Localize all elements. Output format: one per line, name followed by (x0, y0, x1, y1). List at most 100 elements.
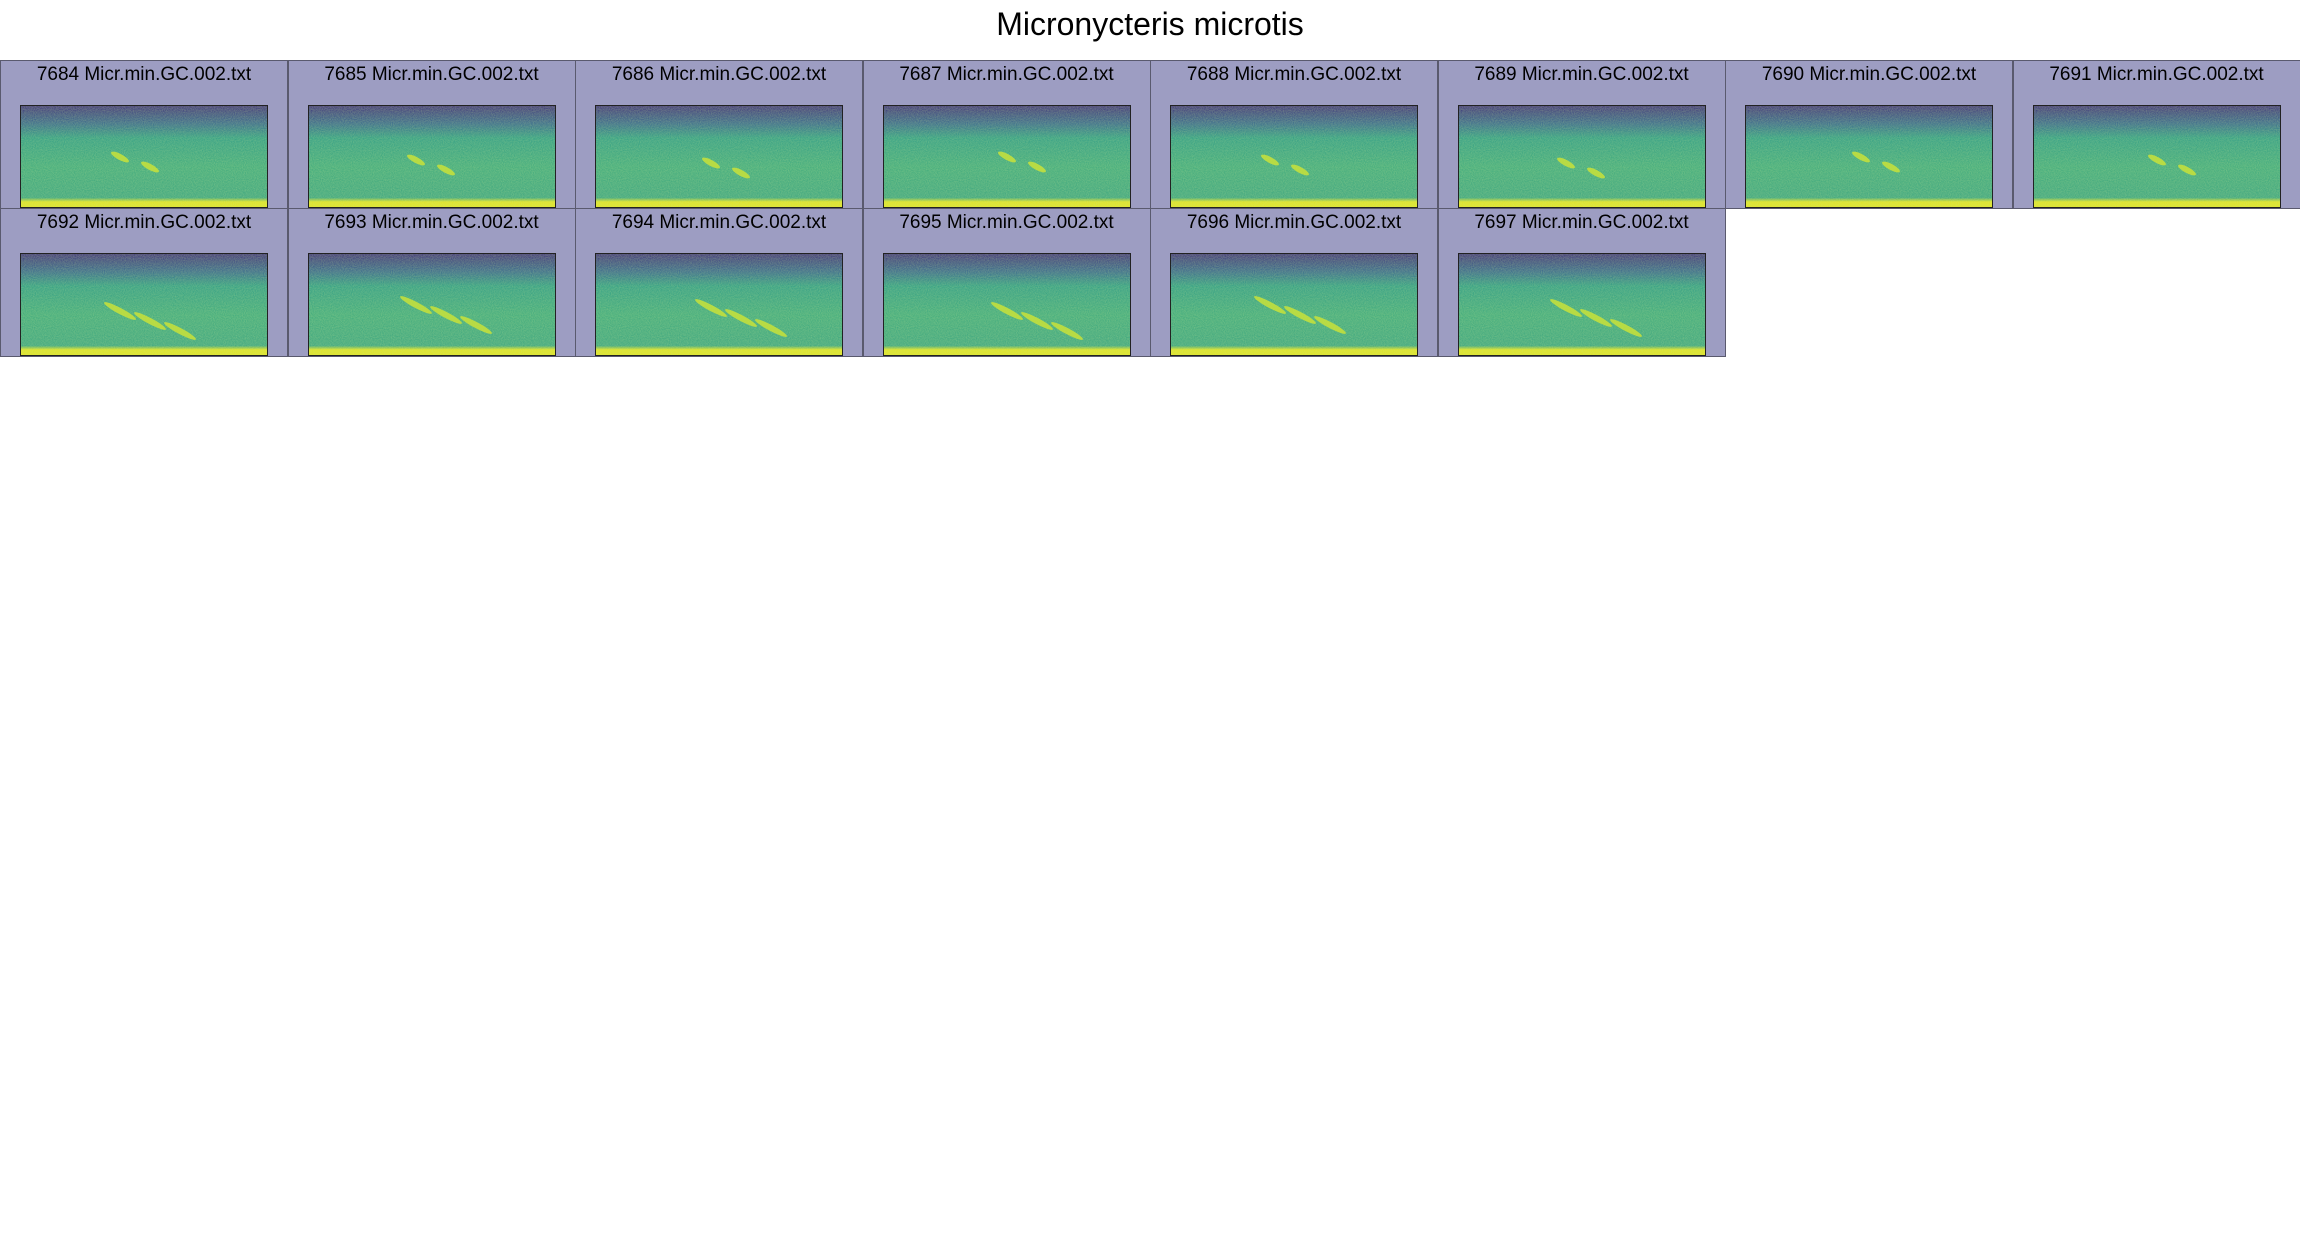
spectrogram-border (20, 105, 268, 208)
echolocation-call (406, 154, 425, 166)
tile-caption: 7687 Micr.min.GC.002.txt (899, 64, 1114, 85)
spectrogram-noise (1457, 105, 1706, 208)
spectrogram-tile: 7685 Micr.min.GC.002.txt (287, 60, 576, 209)
tile-caption: 7693 Micr.min.GC.002.txt (324, 212, 539, 233)
echolocation-call (725, 309, 757, 327)
echolocation-call (1291, 164, 1309, 176)
spectrogram-border (307, 253, 556, 356)
echolocation-call (1556, 157, 1575, 169)
tile-caption: 7688 Micr.min.GC.002.txt (1186, 64, 1402, 85)
echolocation-call (1314, 316, 1346, 334)
tile-caption: 7690 Micr.min.GC.002.txt (1761, 64, 1977, 85)
spectrogram-tile: 7696 Micr.min.GC.002.txt (1150, 208, 1438, 357)
echolocation-call (1284, 306, 1316, 324)
echolocation-call (1050, 322, 1083, 340)
spectrogram-image (20, 253, 268, 356)
spectrogram-noise (882, 253, 1131, 356)
spectrogram-noise (1170, 253, 1418, 356)
spectrogram-image (595, 105, 843, 208)
spectrogram-tile: 7688 Micr.min.GC.002.txt (1150, 60, 1438, 209)
echolocation-call (732, 167, 750, 179)
echolocation-call (1609, 319, 1642, 337)
echolocation-call (459, 316, 492, 334)
spectrogram-tile: 7694 Micr.min.GC.002.txt (575, 208, 863, 357)
echolocation-call (755, 319, 787, 337)
tile-caption: 7685 Micr.min.GC.002.txt (324, 64, 539, 85)
echolocation-call (1020, 312, 1053, 330)
echolocation-call (990, 302, 1023, 320)
tile-caption: 7689 Micr.min.GC.002.txt (1474, 64, 1689, 85)
tile-caption: 7694 Micr.min.GC.002.txt (611, 212, 827, 233)
spectrogram-tile: 7691 Micr.min.GC.002.txt (2012, 60, 2300, 209)
spectrogram-noise (20, 253, 268, 356)
spectrogram-image (882, 105, 1131, 208)
spectrogram-tile: 7689 Micr.min.GC.002.txt (1437, 60, 1726, 209)
tile-caption: 7691 Micr.min.GC.002.txt (2049, 64, 2264, 85)
spectrogram-image (1170, 105, 1418, 208)
echolocation-call (399, 296, 432, 314)
echolocation-call (1254, 296, 1286, 314)
echolocation-call (1586, 167, 1605, 179)
echolocation-call (164, 322, 196, 340)
tile-caption: 7684 Micr.min.GC.002.txt (36, 64, 252, 85)
spectrogram-noise (1457, 253, 1706, 356)
spectrogram-image (1457, 105, 1706, 208)
echolocation-call (695, 299, 727, 317)
spectrogram-border (1170, 253, 1418, 356)
spectrogram-noise (1170, 105, 1418, 208)
tile-caption: 7695 Micr.min.GC.002.txt (899, 212, 1114, 233)
echolocation-call (134, 312, 166, 330)
spectrogram-noise (307, 105, 556, 208)
tile-caption: 7697 Micr.min.GC.002.txt (1474, 212, 1689, 233)
spectrogram-border (1745, 105, 1993, 208)
spectrogram-border (1457, 105, 1706, 208)
spectrogram-border (595, 105, 843, 208)
echolocation-call (436, 164, 455, 176)
spectrogram-image (2032, 105, 2281, 208)
spectrogram-tile: 7690 Micr.min.GC.002.txt (1725, 60, 2013, 209)
echolocation-call (702, 157, 720, 169)
tile-caption: 7692 Micr.min.GC.002.txt (36, 212, 252, 233)
echolocation-call (2177, 164, 2196, 176)
spectrogram-noise (20, 105, 268, 208)
echolocation-call (141, 161, 159, 173)
spectrogram-noise (2032, 105, 2281, 208)
echolocation-call (111, 151, 129, 163)
spectrogram-border (1170, 105, 1418, 208)
echolocation-call (1261, 154, 1279, 166)
spectrogram-border (307, 105, 556, 208)
echolocation-call (104, 302, 136, 320)
spectrogram-border (1457, 253, 1706, 356)
spectrogram-image (1457, 253, 1706, 356)
spectrogram-noise (1745, 105, 1993, 208)
spectrogram-border (20, 253, 268, 356)
spectrogram-tile: 7693 Micr.min.GC.002.txt (287, 208, 576, 357)
echolocation-call (1579, 309, 1612, 327)
spectrogram-border (882, 105, 1131, 208)
spectrogram-image (1170, 253, 1418, 356)
spectrogram-tile: 7695 Micr.min.GC.002.txt (862, 208, 1151, 357)
echolocation-call (1027, 161, 1046, 173)
echolocation-call (997, 151, 1016, 163)
echolocation-call (1852, 151, 1870, 163)
spectrogram-noise (307, 253, 556, 356)
spectrogram-image (307, 105, 556, 208)
spectrogram-tile: 7686 Micr.min.GC.002.txt (575, 60, 863, 209)
spectrogram-tile: 7697 Micr.min.GC.002.txt (1437, 208, 1726, 357)
spectrogram-tile: 7692 Micr.min.GC.002.txt (0, 208, 288, 357)
echolocation-call (429, 306, 462, 324)
spectrogram-border (2032, 105, 2281, 208)
spectrogram-image (1745, 105, 1993, 208)
tile-caption: 7686 Micr.min.GC.002.txt (611, 64, 827, 85)
spectrogram-noise (595, 253, 843, 356)
spectrogram-noise (595, 105, 843, 208)
spectrogram-border (595, 253, 843, 356)
spectrogram-image (307, 253, 556, 356)
echolocation-call (2147, 154, 2166, 166)
tile-caption: 7696 Micr.min.GC.002.txt (1186, 212, 1402, 233)
spectrogram-image (882, 253, 1131, 356)
page-title: Micronycteris microtis (996, 6, 1304, 42)
spectrogram-image (20, 105, 268, 208)
spectrogram-tile: 7687 Micr.min.GC.002.txt (862, 60, 1151, 209)
